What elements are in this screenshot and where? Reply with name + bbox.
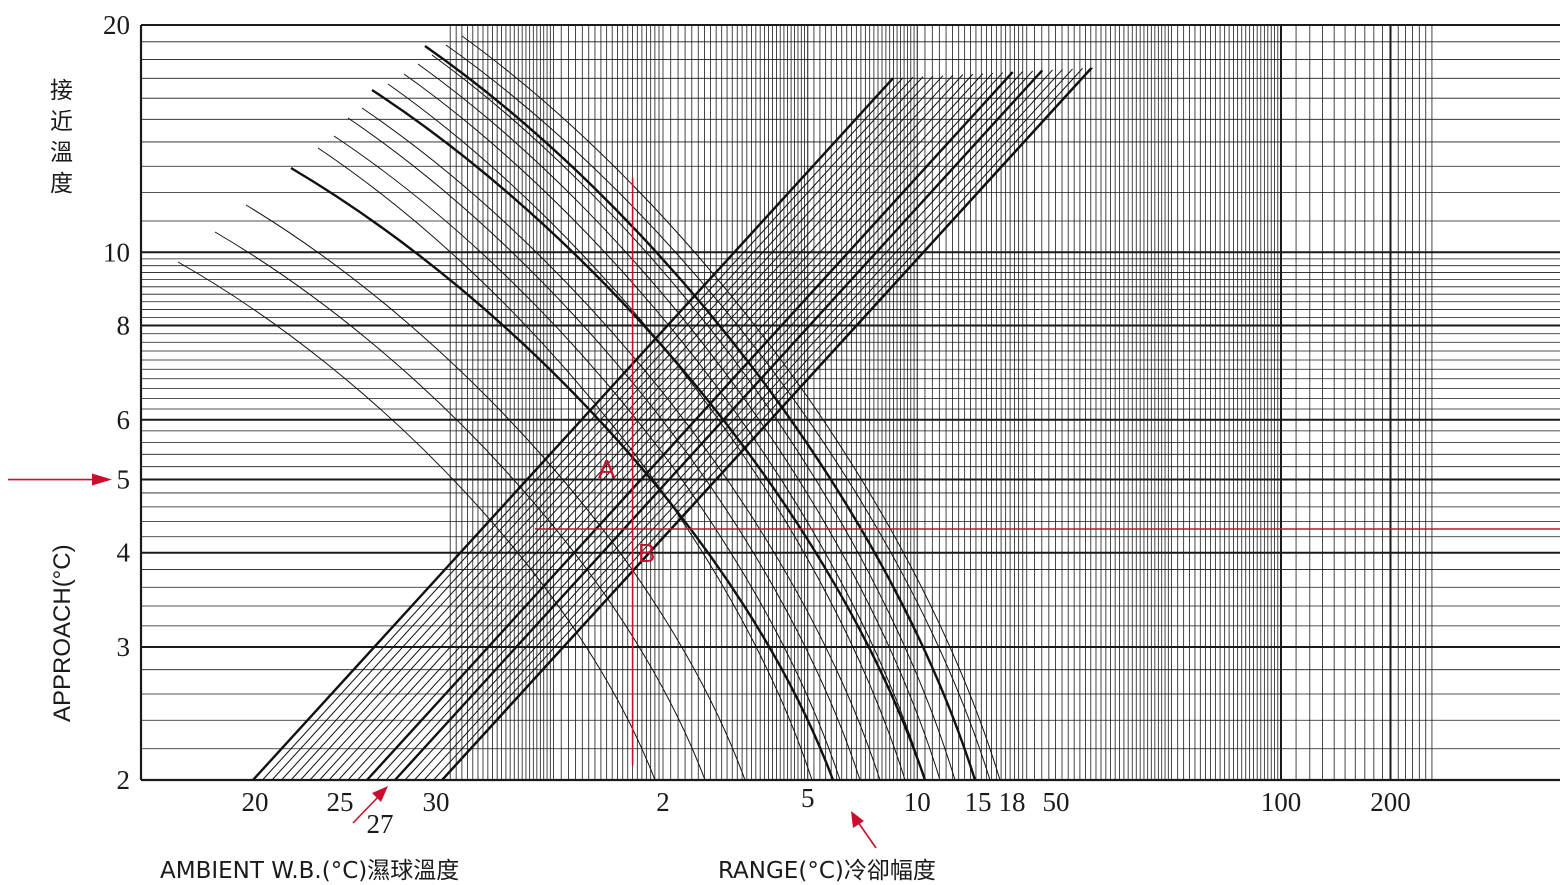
minor-grid	[141, 25, 1560, 780]
x-axis-title-wet-bulb: AMBIENT W.B.(°C)濕球溫度	[160, 858, 459, 884]
wet-bulb-arrow-head	[372, 786, 388, 802]
y-tick-label: 4	[117, 538, 131, 568]
wet-bulb-line-major	[395, 71, 1042, 780]
y-axis-title: APPROACH(°C)	[49, 544, 76, 722]
x-tick-extra: 18	[999, 787, 1026, 817]
x-axis-title-range: RANGE(°C)冷卻幅度	[718, 858, 936, 884]
x-tick-range: 100	[1261, 787, 1302, 817]
y-tick-label: 10	[103, 237, 130, 267]
wet-bulb-line	[282, 77, 923, 780]
y-axis-cjk-2: 近	[50, 109, 73, 135]
x-tick-wet-bulb: 30	[423, 787, 450, 817]
y-axis-cjk-4: 度	[50, 171, 73, 197]
range-arrow-line	[858, 822, 876, 848]
wet-bulb-line	[320, 75, 963, 780]
wet-bulb-line	[272, 77, 913, 780]
range-curve	[178, 262, 655, 780]
y-tick-label: 8	[117, 310, 131, 340]
wet-bulb-line	[263, 78, 903, 780]
major-grid	[141, 25, 1560, 780]
x-tick-extra: 50	[1043, 787, 1070, 817]
wet-bulb-line	[424, 69, 1073, 780]
x-tick-range: 10	[904, 787, 931, 817]
range-curve	[348, 118, 860, 780]
approach-arrow-head	[92, 474, 112, 486]
point-a-label: A	[598, 454, 616, 484]
wet-bulb-line-major	[367, 72, 1013, 780]
x-tick-wet-bulb: 20	[242, 787, 269, 817]
wet-bulb-line-major	[442, 68, 1091, 780]
wet-bulb-line	[377, 72, 1023, 780]
y-tick-label: 5	[117, 465, 131, 495]
y-tick-label: 2	[117, 765, 131, 795]
wet-bulb-line	[358, 73, 1003, 780]
x-tick-extra: 15	[965, 787, 992, 817]
x-tick-wet-bulb: 25	[327, 787, 354, 817]
range-curve	[418, 64, 940, 780]
point-b-label: B	[638, 538, 655, 568]
wet-bulb-line	[434, 68, 1083, 780]
y-axis-cjk-3: 溫	[50, 140, 73, 166]
x-tick-wet-bulb: 27	[367, 809, 394, 839]
y-tick-label: 6	[117, 405, 131, 435]
y-tick-label: 3	[117, 632, 131, 662]
range-arrow-head	[851, 811, 864, 828]
x-tick-range: 5	[801, 783, 815, 813]
x-tick-range: 200	[1370, 787, 1411, 817]
range-curve	[215, 232, 705, 780]
x-tick-range: 2	[656, 787, 670, 817]
y-axis-cjk-1: 接	[50, 78, 73, 104]
wet-bulb-lines	[253, 68, 1093, 780]
wet-bulb-line	[415, 69, 1063, 780]
y-tick-label: 20	[103, 10, 130, 40]
range-curve	[318, 148, 812, 780]
